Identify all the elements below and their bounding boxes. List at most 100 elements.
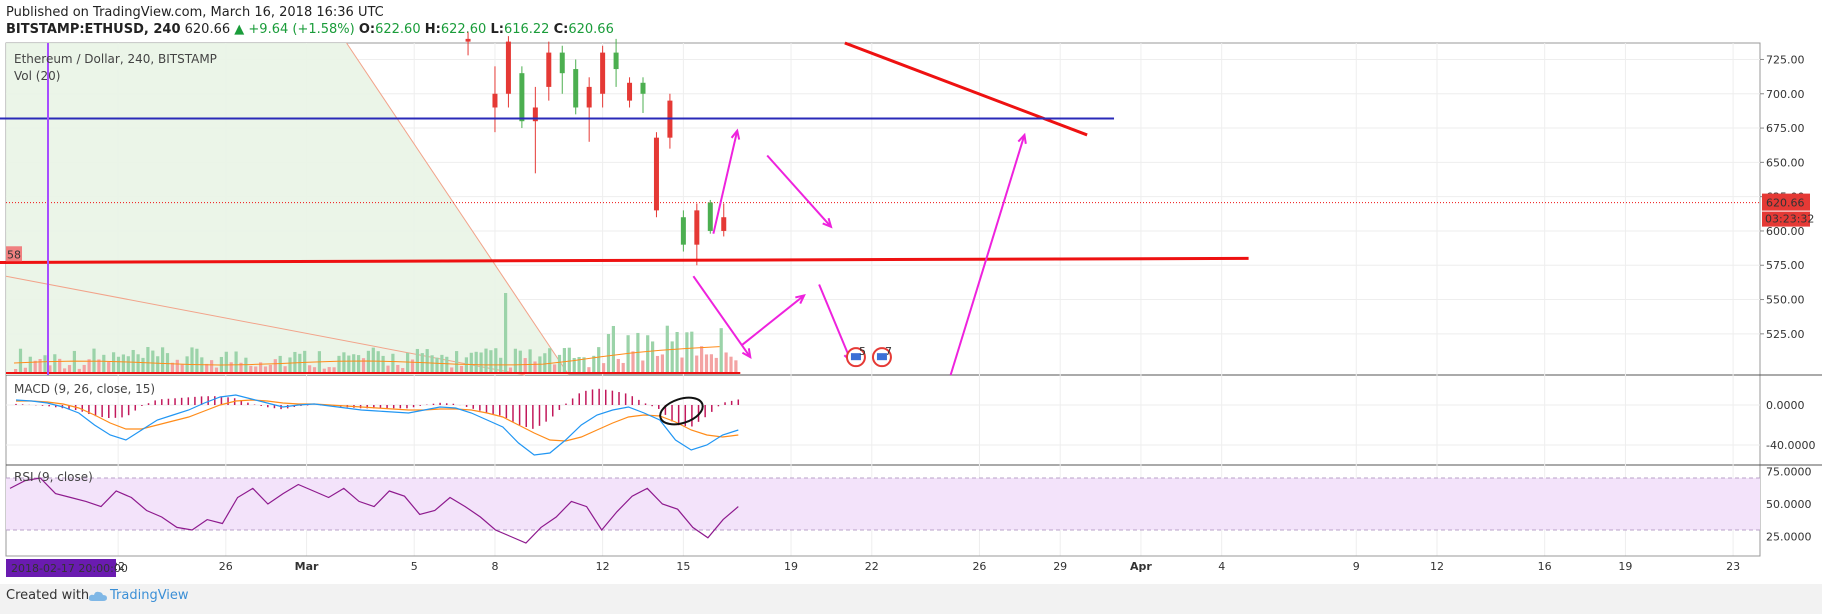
volume-bar xyxy=(724,352,728,373)
volume-bar xyxy=(58,358,62,373)
volume-bar xyxy=(695,355,699,373)
volume-bar xyxy=(14,369,18,373)
volume-bar xyxy=(97,359,101,373)
volume-bar xyxy=(469,352,473,373)
volume-bar xyxy=(214,367,219,373)
last-price: 620.66 xyxy=(184,22,231,37)
candle-body xyxy=(492,93,498,108)
time-axis-tick-label: Mar xyxy=(295,560,319,573)
event-marker-label: 7 xyxy=(885,345,892,358)
volume-bar xyxy=(224,351,228,373)
volume-bar xyxy=(425,349,429,373)
rsi-line xyxy=(9,477,739,544)
volume-bar xyxy=(660,354,664,373)
volume-bar xyxy=(401,368,405,373)
projection-arrow-up-3-head xyxy=(1017,132,1027,144)
volume-bar xyxy=(538,356,542,373)
volume-bar xyxy=(680,357,684,373)
volume-bar xyxy=(87,359,91,373)
volume-bar xyxy=(298,353,302,373)
time-axis-tick-label: 9 xyxy=(1353,560,1360,573)
volume-bar xyxy=(553,364,557,373)
volume-bar xyxy=(562,348,566,373)
volume-bar xyxy=(303,350,307,373)
rsi-band xyxy=(6,478,1760,530)
volume-bar xyxy=(391,353,395,373)
volume-bar xyxy=(327,367,331,373)
high-value: 622.60 xyxy=(440,22,487,37)
cursor-time-badge-label: 2018-02-17 20:00:00 xyxy=(11,562,128,575)
volume-bar xyxy=(288,357,292,373)
volume-bar xyxy=(435,357,439,373)
volume-bar xyxy=(259,362,263,373)
macd-axis-tick-label: 0.0000 xyxy=(1766,399,1805,412)
volume-bar xyxy=(131,349,135,373)
close-value: 620.66 xyxy=(568,22,614,37)
price-axis-tick-label: 700.00 xyxy=(1766,88,1805,101)
volume-bar xyxy=(38,359,42,373)
left-badge-bg xyxy=(6,246,22,262)
volume-bar xyxy=(342,352,346,373)
volume-bar xyxy=(190,347,194,373)
volume-bar xyxy=(513,348,517,373)
volume-bar xyxy=(597,347,601,373)
volume-bar xyxy=(126,356,130,373)
volume-bar xyxy=(533,361,537,373)
volume-bar xyxy=(170,362,174,373)
volume-bar xyxy=(48,365,52,373)
price-axis-tick-label: 550.00 xyxy=(1766,294,1805,307)
price-axis-tick-label: 675.00 xyxy=(1766,122,1805,135)
volume-bar xyxy=(376,351,380,373)
symbol-label: BITSTAMP:ETHUSD, 240 xyxy=(6,22,181,37)
macd-pane-title: MACD (9, 26, close, 15) xyxy=(14,382,155,396)
time-axis-tick-label: Apr xyxy=(1130,560,1152,573)
volume-bar xyxy=(621,362,625,373)
projection-arrow-up-2-head xyxy=(795,293,806,304)
volume-bar xyxy=(445,356,449,373)
chart-canvas[interactable]: 725.00700.00675.00650.00625.00600.00575.… xyxy=(0,0,1822,584)
rsi-axis-tick-label: 75.0000 xyxy=(1766,466,1812,479)
volume-bar xyxy=(592,355,596,373)
timer-badge-bg xyxy=(1762,211,1810,227)
projection-arrow-up-2 xyxy=(741,294,805,346)
rsi-axis-tick-label: 50.0000 xyxy=(1766,498,1812,511)
volume-bar xyxy=(136,354,140,373)
volume-bar xyxy=(631,351,635,373)
tradingview-link[interactable]: TradingView xyxy=(110,588,189,603)
volume-bar xyxy=(332,367,336,373)
volume-bar xyxy=(396,364,400,373)
time-axis-tick-label: 29 xyxy=(1053,560,1067,573)
volume-bar xyxy=(704,354,709,373)
close-label: C: xyxy=(553,22,569,37)
volume-bar xyxy=(587,367,591,373)
time-axis-tick-label: 26 xyxy=(219,560,233,573)
volume-bar xyxy=(602,363,606,373)
volume-bar xyxy=(616,358,620,373)
ohlc-line: BITSTAMP:ETHUSD, 240 620.66 ▲ +9.64 (+1.… xyxy=(6,21,614,38)
candle-body xyxy=(600,52,606,94)
candle-body xyxy=(707,202,713,231)
volume-bar xyxy=(82,364,86,373)
time-axis-tick-label: 23 xyxy=(1726,560,1740,573)
volume-bar xyxy=(312,367,317,373)
volume-bar xyxy=(577,357,581,373)
volume-bar xyxy=(146,347,150,373)
volume-bar xyxy=(366,350,370,373)
volume-bar xyxy=(479,352,483,373)
projection-arrow-down-2-head xyxy=(741,348,752,360)
volume-bar xyxy=(165,353,170,373)
volume-bar xyxy=(33,360,37,373)
volume-bar xyxy=(665,325,669,373)
volume-bar xyxy=(234,351,238,373)
volume-bar xyxy=(18,348,23,373)
volume-bar xyxy=(249,365,253,373)
volume-bar xyxy=(670,341,674,373)
volume-bar xyxy=(646,335,650,373)
volume-bar xyxy=(28,356,32,373)
volume-bar xyxy=(641,360,645,373)
volume-bar xyxy=(714,357,718,373)
volume-bar xyxy=(734,360,738,373)
volume-bar xyxy=(606,334,611,373)
time-axis-tick-label: 19 xyxy=(784,560,798,573)
volume-bar xyxy=(156,356,160,373)
